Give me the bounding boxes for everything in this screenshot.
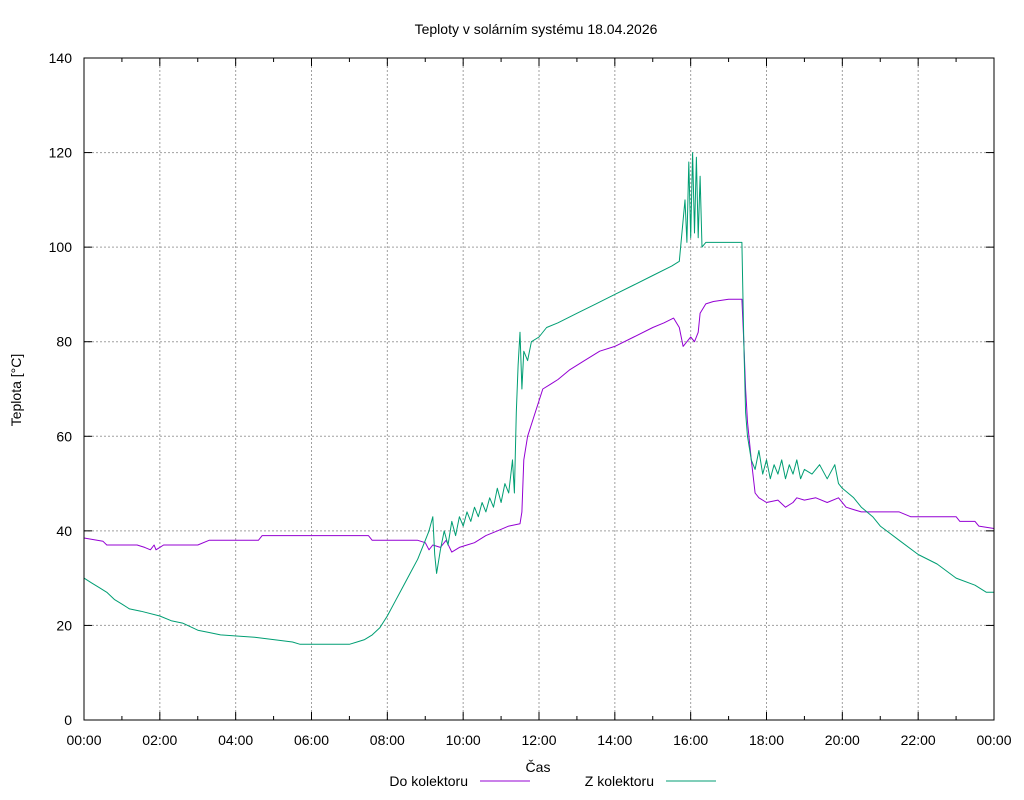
series-layer xyxy=(83,152,995,645)
x-tick-label: 00:00 xyxy=(976,732,1011,748)
plot-frame xyxy=(83,57,995,721)
legend: Do kolektoru Z kolektoru xyxy=(389,773,716,789)
y-tick-label: 140 xyxy=(49,50,73,66)
x-tick-label: 22:00 xyxy=(901,732,936,748)
x-tick-label: 00:00 xyxy=(66,732,101,748)
x-tick-label: 18:00 xyxy=(749,732,784,748)
y-tick-label: 20 xyxy=(56,617,72,633)
x-tick-label: 08:00 xyxy=(370,732,405,748)
x-tick-label: 12:00 xyxy=(521,732,556,748)
y-tick-label: 60 xyxy=(56,428,72,444)
x-tick-label: 06:00 xyxy=(294,732,329,748)
chart-title: Teploty v solárním systému 18.04.2026 xyxy=(415,21,658,37)
series-line-z-kolektoru xyxy=(83,152,994,645)
legend-label: Z kolektoru xyxy=(585,773,654,789)
y-tick-label: 80 xyxy=(56,334,72,350)
legend-label: Do kolektoru xyxy=(389,773,468,789)
x-tick-label: 02:00 xyxy=(142,732,177,748)
y-tick-label: 0 xyxy=(64,712,72,728)
axis-ticks: 0 20 40 60 80 100 120 140 00:00 02:00 04:00 06:00 08… xyxy=(49,50,1012,748)
x-axis-label: Čas xyxy=(526,759,551,775)
y-axis-label: Teplota [°C] xyxy=(8,354,24,427)
x-tick-label: 14:00 xyxy=(597,732,632,748)
series-line-do-kolektoru xyxy=(83,298,995,553)
x-tick-label: 10:00 xyxy=(446,732,481,748)
x-tick-label: 16:00 xyxy=(673,732,708,748)
y-tick-label: 100 xyxy=(49,239,73,255)
y-tick-label: 120 xyxy=(49,145,73,161)
grid-lines xyxy=(84,58,994,720)
x-tick-label: 04:00 xyxy=(218,732,253,748)
y-tick-label: 40 xyxy=(56,523,72,539)
x-tick-label: 20:00 xyxy=(825,732,860,748)
